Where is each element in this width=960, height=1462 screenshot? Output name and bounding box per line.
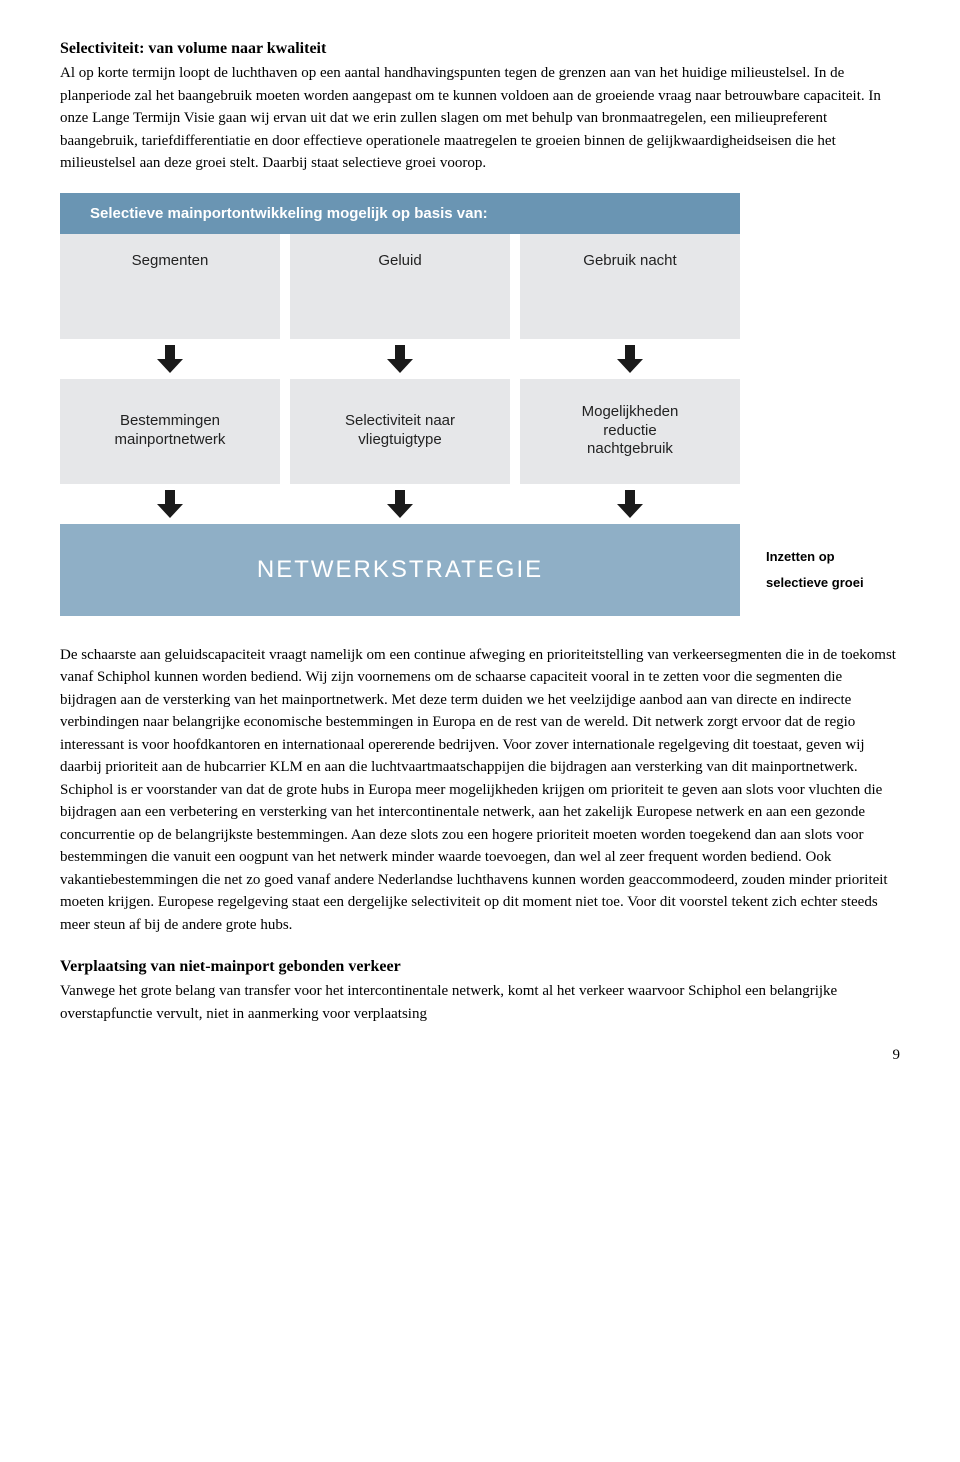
tile-segmenten: Segmenten bbox=[60, 234, 280, 339]
section-title-3: Verplaatsing van niet-mainport gebonden … bbox=[60, 958, 900, 976]
arrow-2-2 bbox=[290, 490, 510, 518]
page-number: 9 bbox=[60, 1047, 900, 1064]
body-text-1: Al op korte termijn loopt de luchthaven … bbox=[60, 62, 900, 175]
tile-geluid: Geluid bbox=[290, 234, 510, 339]
side-label-bottom: selectieve groei bbox=[766, 575, 864, 590]
arrow-row-2 bbox=[60, 490, 740, 518]
arrow-1-1 bbox=[60, 345, 280, 373]
strategy-row: NETWERKSTRATEGIE Inzetten op selectieve … bbox=[60, 524, 900, 616]
tile-selectiviteit: Selectiviteit naarvliegtuigtype bbox=[290, 379, 510, 484]
tile-mogelijkheden: Mogelijkhedenreductienachtgebruik bbox=[520, 379, 740, 484]
body-text-3: Vanwege het grote belang van transfer vo… bbox=[60, 980, 900, 1025]
diagram-row-2: Bestemmingenmainportnetwerk Selectivitei… bbox=[60, 379, 740, 484]
body-text-2: De schaarste aan geluidscapaciteit vraag… bbox=[60, 644, 900, 937]
arrow-2-1 bbox=[60, 490, 280, 518]
diagram-header: Selectieve mainportontwikkeling mogelijk… bbox=[60, 193, 740, 234]
arrow-1-2 bbox=[290, 345, 510, 373]
tile-gebruik-nacht: Gebruik nacht bbox=[520, 234, 740, 339]
strategy-side-label: Inzetten op selectieve groei bbox=[766, 544, 864, 596]
arrow-2-3 bbox=[520, 490, 740, 518]
arrow-row-1 bbox=[60, 345, 740, 373]
arrow-1-3 bbox=[520, 345, 740, 373]
side-label-top: Inzetten op bbox=[766, 549, 835, 564]
strategy-bar: NETWERKSTRATEGIE bbox=[60, 524, 740, 616]
section-title-1: Selectiviteit: van volume naar kwaliteit bbox=[60, 40, 900, 58]
diagram-container: Selectieve mainportontwikkeling mogelijk… bbox=[60, 193, 900, 616]
diagram-row-1: Segmenten Geluid Gebruik nacht bbox=[60, 234, 740, 339]
tile-bestemmingen: Bestemmingenmainportnetwerk bbox=[60, 379, 280, 484]
